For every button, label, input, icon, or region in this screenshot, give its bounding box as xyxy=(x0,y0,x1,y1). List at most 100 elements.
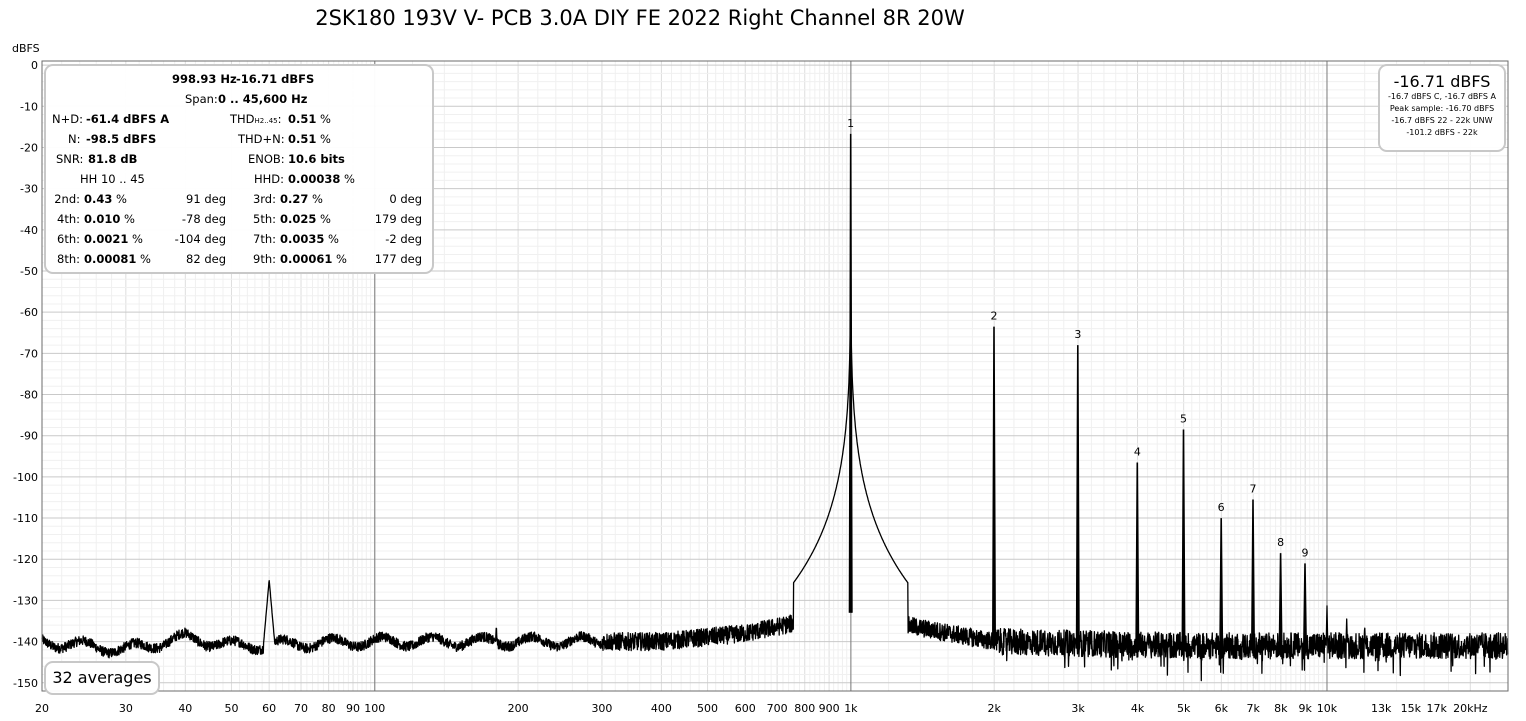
harmonic-value: 0.010 xyxy=(84,212,121,226)
harmonic-number-label: 7 xyxy=(1250,483,1257,496)
harmonic-phase: -78 deg xyxy=(181,212,226,226)
harmonic-label: 3rd: xyxy=(252,192,276,206)
hh-range-label: HH 10 .. 45 xyxy=(80,172,145,186)
harmonic-peak xyxy=(1303,563,1307,650)
harmonic-number-label: 5 xyxy=(1180,413,1187,426)
snr-value: 81.8 dB xyxy=(88,152,138,166)
harmonic-phase: 179 deg xyxy=(374,212,422,226)
spectrum-line xyxy=(41,291,1509,682)
x-tick-label: 60 xyxy=(262,702,276,715)
x-tick-label: 2k xyxy=(988,702,1002,715)
harmonic-peak xyxy=(1278,553,1283,650)
harmonic-label: 8th: xyxy=(57,252,80,266)
level-line: -16.7 dBFS 22 - 22k UNW xyxy=(1391,116,1493,125)
x-tick-label: 3k xyxy=(1071,702,1085,715)
x-tick-label: 10k xyxy=(1317,702,1338,715)
percent-unit: % xyxy=(320,132,331,146)
harmonic-value: 0.43 xyxy=(84,192,113,206)
span-value: 0 .. 45,600 Hz xyxy=(218,92,308,106)
y-tick-label: -130 xyxy=(13,594,38,607)
harmonic-phase: 177 deg xyxy=(374,252,422,266)
harmonic-phase: -2 deg xyxy=(385,232,422,246)
x-tick-label: 5k xyxy=(1177,702,1191,715)
harmonic-number-label: 2 xyxy=(990,310,997,323)
y-tick-labels: 0 -10 -20 -30 -40 -50 -60 -70 -80 -90 -100 -110 -120… xyxy=(13,59,38,690)
harmonic-label: 6th: xyxy=(57,232,80,246)
x-tick-label: 13k xyxy=(1371,702,1392,715)
harmonic-number-label: 3 xyxy=(1074,328,1081,341)
y-tick-label: -20 xyxy=(20,141,38,154)
hhd-value: 0.00038 xyxy=(288,172,341,186)
harmonic-phase: -104 deg xyxy=(174,232,226,246)
x-tick-label: 800 xyxy=(794,702,815,715)
x-tick-label: 40 xyxy=(178,702,192,715)
harmonic-peak xyxy=(1135,462,1140,649)
x-tick-label: 100 xyxy=(364,702,385,715)
harmonic-peak xyxy=(1251,499,1255,650)
y-tick-label: -40 xyxy=(20,224,38,237)
y-tick-label: -150 xyxy=(13,677,38,690)
x-tick-label: 7k xyxy=(1247,702,1261,715)
harmonic-value: 0.0035 xyxy=(280,232,325,246)
x-tick-label: 300 xyxy=(591,702,612,715)
nd-value: -61.4 dBFS A xyxy=(86,112,170,126)
percent-unit: % xyxy=(116,192,127,206)
percent-unit: % xyxy=(132,232,143,246)
n-label: N: xyxy=(68,132,81,146)
harmonic-number-label: 4 xyxy=(1134,445,1141,458)
harmonic-value: 0.025 xyxy=(280,212,317,226)
y-tick-label: -10 xyxy=(20,100,38,113)
harmonic-peak xyxy=(848,133,853,613)
y-tick-label: -50 xyxy=(20,265,38,278)
span-label: Span: xyxy=(185,92,218,106)
fundamental-level: -16.71 dBFS xyxy=(236,72,315,86)
percent-unit: % xyxy=(344,172,355,186)
level-line: -16.7 dBFS C, -16.7 dBFS A xyxy=(1388,92,1496,101)
y-tick-label: -100 xyxy=(13,471,38,484)
harmonic-number-label: 9 xyxy=(1301,546,1308,559)
enob-value: 10.6 bits xyxy=(288,152,345,166)
y-tick-label: -110 xyxy=(13,512,38,525)
y-tick-label: -140 xyxy=(13,636,38,649)
spectrum-trace xyxy=(41,133,1509,682)
y-axis-label: dBFS xyxy=(12,42,40,55)
x-tick-label: 6k xyxy=(1215,702,1229,715)
harmonic-phase: 82 deg xyxy=(186,252,226,266)
x-tick-label: 700 xyxy=(767,702,788,715)
percent-unit: % xyxy=(320,212,331,226)
y-tick-label: -90 xyxy=(20,430,38,443)
x-tick-label: 50 xyxy=(224,702,238,715)
nd-label: N+D: xyxy=(52,112,83,126)
x-tick-label: 500 xyxy=(697,702,718,715)
x-tick-label: 200 xyxy=(508,702,529,715)
thdn-label: THD+N: xyxy=(238,132,285,146)
percent-unit: % xyxy=(312,192,323,206)
enob-label: ENOB: xyxy=(248,152,285,166)
percent-unit: % xyxy=(124,212,135,226)
x-tick-label: 30 xyxy=(119,702,133,715)
y-tick-label: -70 xyxy=(20,347,38,360)
harmonic-peak xyxy=(1181,429,1186,650)
harmonic-phase: 0 deg xyxy=(389,192,422,206)
percent-unit: % xyxy=(336,252,347,266)
x-tick-label: 20 xyxy=(35,702,49,715)
harmonic-label: 5th: xyxy=(253,212,276,226)
y-tick-label: -30 xyxy=(20,183,38,196)
x-tick-label: 600 xyxy=(735,702,756,715)
percent-unit: % xyxy=(328,232,339,246)
averages-badge: 32 averages xyxy=(44,661,160,695)
y-tick-label: 0 xyxy=(31,59,38,72)
percent-unit: % xyxy=(140,252,151,266)
thd-label: THD xyxy=(230,112,255,126)
level-line: Peak sample: -16.70 dBFS xyxy=(1389,104,1495,113)
harmonic-label: 4th: xyxy=(57,212,80,226)
x-tick-label: 1k xyxy=(844,702,858,715)
harmonic-peak xyxy=(1075,345,1080,648)
n-value: -98.5 dBFS xyxy=(86,132,157,146)
harmonic-label: 2nd: xyxy=(54,192,80,206)
x-tick-label: 15k xyxy=(1401,702,1422,715)
harmonic-label: 9th: xyxy=(253,252,276,266)
x-tick-label: 400 xyxy=(651,702,672,715)
thdn-value: 0.51 xyxy=(288,132,317,146)
